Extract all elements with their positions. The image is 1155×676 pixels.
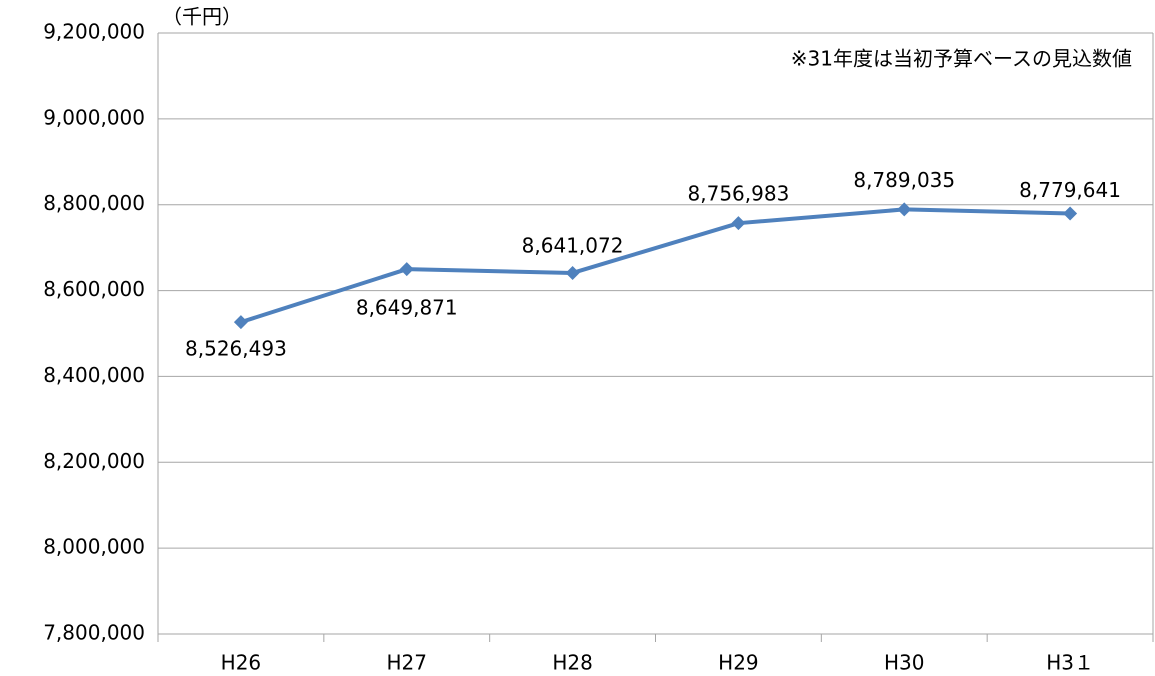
marker [897,202,912,217]
y-tick-label: 8,600,000 [43,277,145,301]
marker [731,216,746,231]
data-label: 8,641,072 [522,233,624,257]
unit-label: （千円） [162,5,242,29]
marker [565,265,580,280]
y-tick-label: 7,800,000 [43,621,145,645]
x-tick-label: H30 [884,651,925,675]
data-label: 8,526,493 [185,337,287,361]
data-label: 8,789,035 [853,168,955,192]
data-label: 8,779,641 [1019,178,1121,202]
annotation: ※31年度は当初予算ベースの見込数値 [791,47,1132,71]
y-tick-label: 9,200,000 [43,20,145,44]
x-tick-label: H28 [552,651,593,675]
y-tick-label: 8,800,000 [43,191,145,215]
y-tick-label: 8,400,000 [43,363,145,387]
x-tick-label: H29 [718,651,759,675]
y-tick-label: 8,200,000 [43,449,145,473]
x-tick-label: H26 [221,651,262,675]
data-label: 8,756,983 [688,182,790,206]
data-label: 8,649,871 [356,296,458,320]
marker [233,315,248,330]
y-tick-label: 9,000,000 [43,105,145,129]
y-tick-label: 8,000,000 [43,535,145,559]
x-tick-label: H27 [387,651,428,675]
x-tick-label: H3１ [1046,651,1094,675]
marker [1063,206,1078,221]
line [240,207,1071,325]
marker [399,262,414,277]
